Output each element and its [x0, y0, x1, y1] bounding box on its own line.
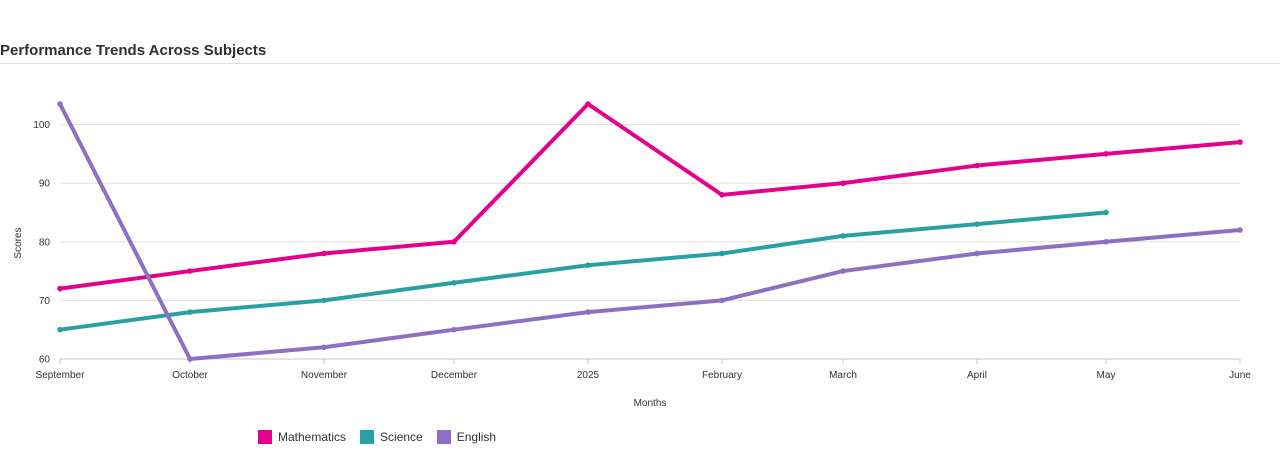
data-point-science [585, 262, 591, 269]
x-tick-label: December [431, 370, 478, 381]
x-tick-label: 2025 [577, 370, 600, 381]
legend-item-mathematics[interactable]: Mathematics [258, 430, 346, 444]
x-tick-label: November [301, 370, 348, 381]
data-point-mathematics [719, 192, 725, 198]
x-tick-label: September [36, 370, 86, 381]
data-point-mathematics [840, 180, 846, 186]
x-tick-label: February [702, 370, 742, 381]
y-tick-label: 80 [39, 237, 51, 248]
chart-title: Performance Trends Across Subjects [0, 42, 267, 59]
data-point-mathematics [974, 162, 980, 169]
data-point-english [974, 250, 980, 257]
legend-label: English [456, 430, 497, 444]
data-point-mathematics [1237, 139, 1243, 145]
chart-header: Performance Trends Across Subjects [0, 0, 1280, 64]
y-axis-label: Scores [13, 227, 24, 258]
legend-label: Science [380, 430, 423, 444]
data-point-english [57, 101, 63, 107]
data-point-science [321, 297, 327, 304]
legend-item-science[interactable]: Science [360, 430, 423, 444]
data-point-science [451, 279, 457, 286]
y-tick-label: 60 [39, 355, 51, 366]
data-point-english [1103, 238, 1109, 245]
data-point-mathematics [451, 238, 457, 245]
data-point-english [840, 268, 846, 274]
data-point-english [719, 297, 725, 304]
data-point-mathematics [57, 285, 63, 292]
y-tick-label: 70 [39, 296, 51, 307]
legend: Mathematics Science English [258, 430, 496, 444]
legend-item-english[interactable]: English [436, 430, 497, 444]
legend-swatch [258, 430, 272, 444]
x-tick-label: March [829, 370, 857, 381]
legend-label: Mathematics [278, 430, 347, 444]
data-point-english [451, 326, 457, 333]
x-tick-label: May [1097, 370, 1116, 381]
data-point-english [187, 356, 193, 362]
data-point-mathematics [585, 101, 591, 107]
x-axis-label: Months [634, 398, 667, 409]
data-point-science [57, 326, 63, 333]
data-point-science [719, 250, 725, 257]
data-point-science [840, 233, 846, 239]
data-point-english [321, 344, 327, 351]
series-line-mathematics [58, 102, 1242, 291]
data-point-mathematics [1103, 151, 1109, 157]
data-point-english [1237, 227, 1243, 233]
data-point-science [1103, 209, 1109, 216]
legend-swatch [360, 430, 375, 444]
y-tick-label: 90 [39, 179, 51, 190]
data-point-science [974, 221, 980, 227]
x-tick-label: June [1229, 370, 1251, 381]
data-point-mathematics [187, 268, 193, 274]
data-point-science [187, 309, 193, 315]
data-point-mathematics [321, 250, 327, 257]
data-point-english [585, 309, 591, 315]
x-tick-label: April [967, 370, 987, 381]
y-tick-label: 100 [33, 120, 50, 131]
x-tick-label: October [172, 370, 208, 381]
legend-swatch [436, 430, 451, 444]
line-chart: 60 70 80 90 100 September October November Decem… [13, 101, 1251, 409]
series-line-english [58, 102, 1242, 361]
